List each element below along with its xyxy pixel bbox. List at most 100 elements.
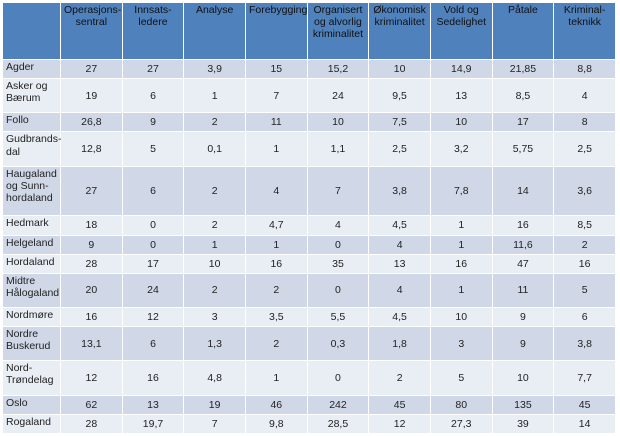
row-label: Oslo [2,394,61,415]
row-label: Asker og Bærum [2,78,61,114]
table-cell: 46 [244,394,308,415]
table-cell: 6 [121,78,185,114]
table-cell: 16 [244,253,308,274]
table-cell: 13,1 [60,326,123,362]
table-cell: 1 [244,360,308,396]
table-cell: 4,5 [368,306,431,328]
table-cell: 4 [306,215,370,236]
table-cell: 0 [306,360,370,396]
table-cell: 10 [183,253,246,274]
row-label: Hordaland [2,253,61,274]
row-label: Midtre Hålogaland [2,272,61,308]
table-cell: 18 [60,215,123,236]
table-cell: 4 [244,165,308,217]
table-cell: 39 [491,413,555,435]
table-cell: 3,9 [183,58,246,80]
table-cell: 28,5 [306,413,370,435]
header-row: Operasjons-sentral Innsats-ledere Analys… [2,2,616,60]
table-cell: 9,8 [244,413,308,435]
table-cell: 19 [60,78,123,114]
header-cell: Innsats-ledere [121,2,185,60]
table-cell: 1 [429,215,493,236]
table-cell: 2 [368,360,431,396]
table-cell: 35 [306,253,370,274]
table-cell: 11 [244,112,308,133]
table-cell: 47 [491,253,555,274]
table-cell: 3,6 [553,165,616,217]
table-row: Oslo 62 13 19 46 242 45 80 135 45 [2,394,616,415]
table-cell: 0,1 [183,131,246,167]
header-cell: Analyse [183,2,246,60]
table-cell: 6 [121,326,185,362]
table-cell: 3,8 [368,165,431,217]
table-row: Nord-Trøndelag 12 16 4,8 1 0 2 5 10 7,7 [2,360,616,396]
table-cell: 16 [553,253,616,274]
table-cell: 15 [244,58,308,80]
table-cell: 14 [553,413,616,435]
header-corner-cell [2,2,61,60]
table-header: Operasjons-sentral Innsats-ledere Analys… [2,2,616,60]
table-cell: 4 [368,234,431,255]
table-cell: 27,3 [429,413,493,435]
table-cell: 0 [306,234,370,255]
table-cell: 3,8 [553,326,616,362]
table-cell: 12 [121,306,185,328]
table-cell: 2,5 [368,131,431,167]
row-label: Helgeland [2,234,61,255]
table-cell: 5,5 [306,306,370,328]
table-cell: 1 [429,272,493,308]
table-cell: 13 [121,394,185,415]
table-cell: 8,5 [553,215,616,236]
table-cell: 135 [491,394,555,415]
table-row: Midtre Hålogaland 20 24 2 2 0 4 1 11 5 [2,272,616,308]
table-cell: 80 [429,394,493,415]
table-row: Hordaland 28 17 10 16 35 13 16 47 16 [2,253,616,274]
table-cell: 2,5 [553,131,616,167]
table-cell: 7,7 [553,360,616,396]
row-label: Rogaland [2,413,61,435]
table-cell: 14,9 [429,58,493,80]
table-cell: 2 [183,165,246,217]
table-cell: 7,8 [429,165,493,217]
table-cell: 1 [183,78,246,114]
table-cell: 2 [183,215,246,236]
table-cell: 17 [491,112,555,133]
table-cell: 2 [244,326,308,362]
table-cell: 1 [244,234,308,255]
table-cell: 9,5 [368,78,431,114]
row-label: Hedmark [2,215,61,236]
table-cell: 24 [121,272,185,308]
table-cell: 9 [491,306,555,328]
table-cell: 10 [429,306,493,328]
table-cell: 10 [306,112,370,133]
table-cell: 9 [491,326,555,362]
header-cell: Økonomisk kriminalitet [368,2,431,60]
table-cell: 1,8 [368,326,431,362]
table-cell: 4,8 [183,360,246,396]
header-cell: Vold og Sedelighet [429,2,493,60]
table-cell: 28 [60,413,123,435]
table-cell: 28 [60,253,123,274]
table-row: Rogaland 28 19,7 7 9,8 28,5 12 27,3 39 14 [2,413,616,435]
table-cell: 3,2 [429,131,493,167]
table-cell: 2 [183,272,246,308]
table-cell: 62 [60,394,123,415]
table-cell: 26,8 [60,112,123,133]
table-row: Helgeland 9 0 1 1 0 4 1 11,6 2 [2,234,616,255]
row-label: Nordmøre [2,306,61,328]
table-cell: 12 [368,413,431,435]
table-cell: 27 [121,58,185,80]
table-cell: 19 [183,394,246,415]
row-label: Nord-Trøndelag [2,360,61,396]
header-cell: Organisert og alvorlig kriminalitet [306,2,370,60]
table-cell: 17 [121,253,185,274]
table-cell: 3 [183,306,246,328]
table-row: Gudbrands-dal 12,8 5 0,1 1 1,1 2,5 3,2 5,75 2,5 [2,131,616,167]
row-label: Agder [2,58,61,80]
table-cell: 21,85 [491,58,555,80]
table-cell: 0 [306,272,370,308]
table-cell: 2 [244,272,308,308]
table-cell: 16 [429,253,493,274]
table-cell: 1 [183,234,246,255]
table-cell: 8,8 [553,58,616,80]
